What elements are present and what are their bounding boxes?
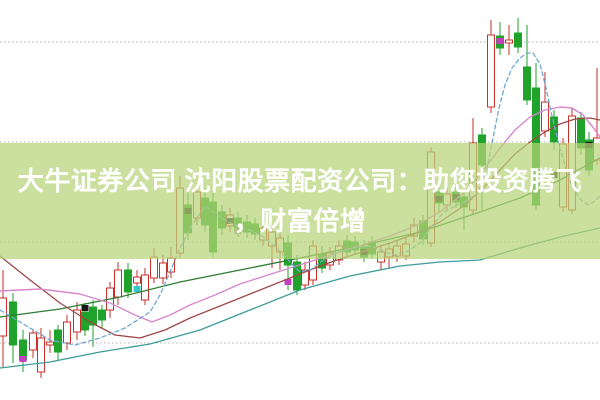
candle-down	[523, 66, 531, 101]
candle-up	[505, 39, 513, 44]
candle-down	[514, 32, 522, 48]
signal-marker	[496, 38, 504, 44]
signal-marker	[284, 279, 292, 285]
candle-down	[124, 269, 132, 293]
candle-up	[141, 274, 149, 301]
candle-up	[114, 269, 122, 298]
signal-marker	[19, 356, 27, 362]
signal-marker	[81, 305, 89, 311]
banner-text-line2: ，财富倍增	[233, 206, 367, 236]
candle-up	[541, 101, 549, 132]
candle-down	[89, 306, 97, 326]
candle-up	[159, 262, 167, 279]
candle-up	[46, 341, 54, 346]
candle-down	[9, 301, 17, 346]
candle-down	[550, 116, 558, 143]
promo-banner: 大牛证券公司 沈阳股票配资公司：助您投资腾飞 ，财富倍增	[0, 143, 600, 259]
candle-up	[29, 332, 37, 351]
candle-up	[37, 337, 45, 373]
candle-up	[63, 321, 71, 344]
candle-up	[133, 276, 141, 284]
candle-up	[487, 34, 495, 108]
candle-down	[98, 309, 106, 321]
candle-up	[150, 256, 158, 279]
signal-marker	[133, 286, 141, 292]
banner-text-line1: 大牛证券公司 沈阳股票配资公司：助您投资腾飞	[17, 166, 583, 196]
candle-up	[301, 269, 309, 286]
candle-up	[73, 309, 81, 333]
